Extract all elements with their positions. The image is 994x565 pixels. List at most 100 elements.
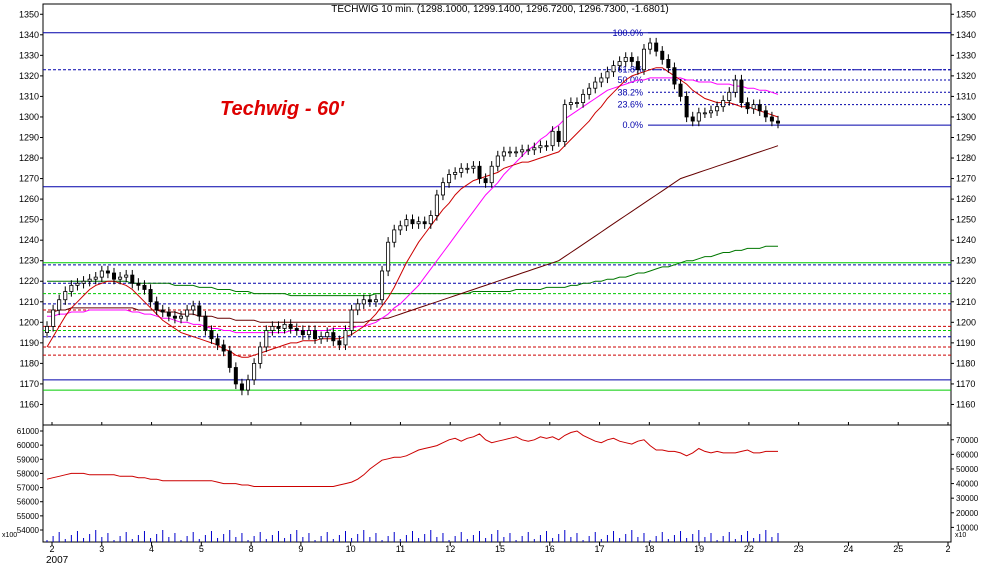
vtick-label-right-2: 30000: [956, 494, 979, 503]
vtick-label-left-5: 59000: [17, 455, 40, 464]
candle-body-52: [361, 299, 366, 305]
ytick-label-left-9: 1250: [19, 215, 39, 225]
xtick-label-12: 18: [644, 544, 654, 554]
xtick-label-8: 12: [445, 544, 455, 554]
ytick-label-left-1: 1170: [20, 379, 39, 389]
candle-body-42: [300, 330, 305, 336]
ytick-label-right-5: 1210: [956, 297, 976, 307]
vtick-label-right-3: 40000: [956, 480, 979, 489]
candle-body-106: [690, 116, 695, 122]
vtick-label-right-5: 60000: [956, 450, 979, 459]
candle-body-8: [93, 276, 98, 280]
candle-body-73: [489, 165, 494, 184]
candle-body-81: [538, 145, 543, 149]
candle-body-80: [532, 147, 537, 151]
candle-body-38: [276, 326, 281, 329]
ytick-label-right-0: 1160: [956, 399, 975, 409]
candle-body-10: [105, 270, 110, 274]
candle-body-43: [306, 330, 311, 336]
candle-body-79: [526, 149, 531, 152]
ytick-label-right-2: 1180: [956, 358, 975, 368]
candle-body-83: [550, 130, 555, 147]
candle-body-22: [179, 315, 184, 319]
fib-label-4: 23.6%: [617, 100, 643, 110]
ytick-label-left-2: 1180: [20, 358, 39, 368]
candle-body-85: [562, 104, 567, 142]
vtick-label-left-0: 54000: [17, 526, 40, 535]
vtick-label-left-2: 56000: [17, 498, 40, 507]
candle-body-11: [112, 272, 117, 280]
candle-body-30: [227, 350, 232, 368]
fib-label-5: 0.0%: [622, 120, 643, 130]
xtick-label-11: 17: [595, 544, 605, 554]
candle-body-115: [745, 102, 750, 110]
candle-body-39: [282, 323, 287, 329]
candle-body-60: [410, 219, 415, 225]
candle-body-84: [556, 130, 561, 142]
candle-body-4: [69, 284, 74, 292]
candle-body-28: [215, 338, 220, 346]
ma-fast-line: [46, 67, 779, 358]
candle-body-66: [447, 174, 452, 184]
candle-body-113: [733, 79, 738, 93]
candle-body-57: [392, 229, 397, 243]
candle-body-68: [459, 167, 464, 173]
candle-body-37: [270, 326, 275, 331]
candle-body-51: [355, 303, 360, 311]
candle-body-48: [337, 340, 342, 346]
xtick-label-0: 2: [49, 544, 54, 554]
candle-body-114: [739, 79, 744, 103]
candle-body-45: [319, 336, 324, 340]
candle-body-49: [343, 330, 348, 346]
candle-body-6: [81, 280, 86, 284]
candle-body-14: [130, 274, 135, 284]
candle-body-90: [593, 81, 598, 89]
candle-body-26: [203, 315, 208, 331]
candle-body-96: [629, 56, 634, 62]
candle-body-108: [702, 112, 707, 115]
xtick-label-17: 25: [893, 544, 903, 554]
vtick-label-right-1: 20000: [956, 509, 979, 518]
candle-body-34: [252, 362, 257, 381]
vtick-label-left-1: 55000: [17, 512, 40, 521]
ytick-label-right-17: 1330: [956, 50, 976, 60]
ytick-label-right-11: 1270: [956, 174, 976, 184]
xtick-label-9: 15: [495, 544, 505, 554]
candle-body-29: [221, 344, 226, 352]
fib-label-0: 100.0%: [612, 28, 643, 38]
candle-body-17: [148, 289, 153, 303]
price-panel: [42, 3, 952, 426]
candle-body-111: [721, 100, 726, 108]
candle-body-110: [715, 106, 720, 112]
volume-panel: [42, 424, 952, 543]
ytick-label-right-16: 1320: [956, 71, 976, 81]
xtick-label-5: 9: [298, 544, 303, 554]
candle-body-61: [416, 221, 421, 225]
ytick-label-left-3: 1190: [20, 338, 39, 348]
xtick-label-4: 8: [249, 544, 254, 554]
fib-label-3: 38.2%: [617, 87, 643, 97]
ytick-label-right-18: 1340: [956, 30, 976, 40]
ytick-label-left-14: 1300: [19, 112, 39, 122]
ytick-label-left-0: 1160: [20, 399, 39, 409]
candle-body-94: [617, 61, 622, 67]
candle-body-75: [501, 151, 506, 157]
ytick-label-right-1: 1170: [956, 379, 975, 389]
candle-body-2: [57, 299, 62, 311]
ytick-label-left-12: 1280: [19, 153, 39, 163]
chart-title: TECHWIG 10 min. (1298.1000, 1299.1400, 1…: [331, 4, 668, 15]
ytick-label-left-19: 1350: [19, 9, 39, 19]
candle-body-109: [708, 110, 713, 114]
ytick-label-left-5: 1210: [19, 297, 39, 307]
chart-watermark: Techwig - 60': [220, 98, 345, 120]
candle-body-71: [477, 165, 482, 179]
fib-label-1: 61.8%: [617, 65, 643, 75]
ma-long-line: [47, 245, 778, 297]
candle-body-24: [191, 305, 196, 311]
vtick-label-left-3: 57000: [17, 484, 40, 493]
candle-body-20: [166, 311, 171, 317]
ytick-label-left-16: 1320: [19, 71, 39, 81]
candle-body-97: [635, 61, 640, 71]
candle-body-67: [453, 171, 458, 175]
